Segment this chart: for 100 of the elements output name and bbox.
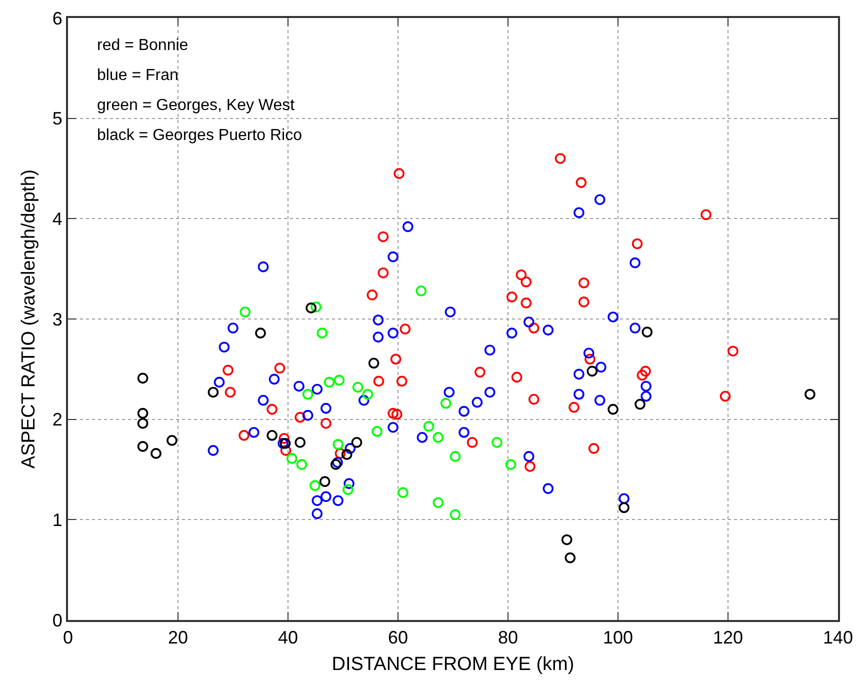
point <box>392 408 402 420</box>
point <box>296 459 308 470</box>
point <box>632 238 643 250</box>
y-tick-label: 3 <box>52 309 62 330</box>
x-axis-title: DISTANCE FROM EYE (km) <box>332 654 574 675</box>
point <box>266 404 278 415</box>
point <box>416 286 426 296</box>
point <box>310 480 320 491</box>
point <box>542 483 554 494</box>
y-tick-label: 1 <box>52 510 62 530</box>
point <box>506 328 518 338</box>
point <box>352 382 364 393</box>
point <box>280 438 291 449</box>
point <box>400 324 411 334</box>
point <box>492 437 502 448</box>
x-tick-label: 40 <box>278 628 298 648</box>
point <box>630 257 640 268</box>
point <box>320 402 332 414</box>
point <box>224 386 236 398</box>
point <box>306 302 316 314</box>
point <box>398 487 408 498</box>
point <box>561 534 572 546</box>
point <box>208 445 219 456</box>
point <box>578 296 590 308</box>
point <box>516 269 527 280</box>
point <box>312 495 323 506</box>
point <box>372 314 384 326</box>
point <box>588 443 600 454</box>
point <box>574 368 584 380</box>
point <box>394 168 404 179</box>
y-tick-label: 5 <box>52 108 62 129</box>
point <box>248 426 260 438</box>
point <box>310 302 322 312</box>
point <box>255 328 266 338</box>
point <box>474 366 486 378</box>
point <box>278 438 288 449</box>
point <box>444 386 455 398</box>
point <box>608 404 618 415</box>
point <box>608 312 618 322</box>
point <box>574 388 584 400</box>
point <box>640 390 652 402</box>
annotation: black = Georges Puerto Rico <box>97 127 302 144</box>
y-tick-label: 2 <box>52 410 62 430</box>
point <box>450 451 461 462</box>
point <box>640 366 651 377</box>
point <box>505 459 516 470</box>
point <box>214 376 225 388</box>
point <box>636 370 648 381</box>
point <box>402 221 414 232</box>
x-tick-label: 20 <box>168 628 188 648</box>
point <box>390 354 402 365</box>
y-tick-label: 4 <box>52 208 62 229</box>
point <box>388 422 398 433</box>
point <box>524 316 534 328</box>
point <box>286 453 298 464</box>
point <box>584 354 596 365</box>
point <box>258 261 269 272</box>
point <box>372 332 384 342</box>
point <box>432 432 444 443</box>
point <box>312 508 323 520</box>
point <box>450 509 461 520</box>
point <box>458 426 470 438</box>
x-tick-label: 100 <box>602 628 634 648</box>
point <box>630 322 640 334</box>
point <box>218 342 230 352</box>
y-tick-label: 6 <box>52 8 62 28</box>
y-axis-title: ASPECT RATIO (wavelengh/depth) <box>18 169 40 469</box>
point <box>366 290 378 300</box>
point <box>484 344 496 356</box>
point <box>416 432 428 443</box>
point <box>576 177 587 188</box>
point <box>528 394 540 405</box>
point <box>362 388 374 400</box>
point <box>574 207 584 218</box>
point <box>466 437 478 448</box>
point <box>240 306 250 318</box>
point <box>316 328 328 338</box>
point <box>334 374 345 386</box>
point <box>618 502 630 514</box>
point <box>320 418 332 429</box>
point <box>332 495 344 506</box>
point <box>334 448 346 459</box>
point <box>351 437 362 448</box>
point <box>542 324 554 336</box>
x-tick-label: 120 <box>712 628 744 648</box>
point <box>137 418 148 429</box>
point <box>294 437 306 448</box>
x-tick-label: 80 <box>498 628 518 648</box>
point <box>228 322 238 334</box>
point <box>302 410 314 421</box>
point <box>440 398 452 409</box>
point <box>274 362 286 374</box>
point <box>266 430 278 441</box>
annotation: red = Bonnie <box>97 37 188 54</box>
point <box>700 209 712 220</box>
point <box>344 443 356 454</box>
point <box>444 306 456 318</box>
point <box>388 328 398 338</box>
point <box>596 362 606 373</box>
point <box>280 445 292 456</box>
